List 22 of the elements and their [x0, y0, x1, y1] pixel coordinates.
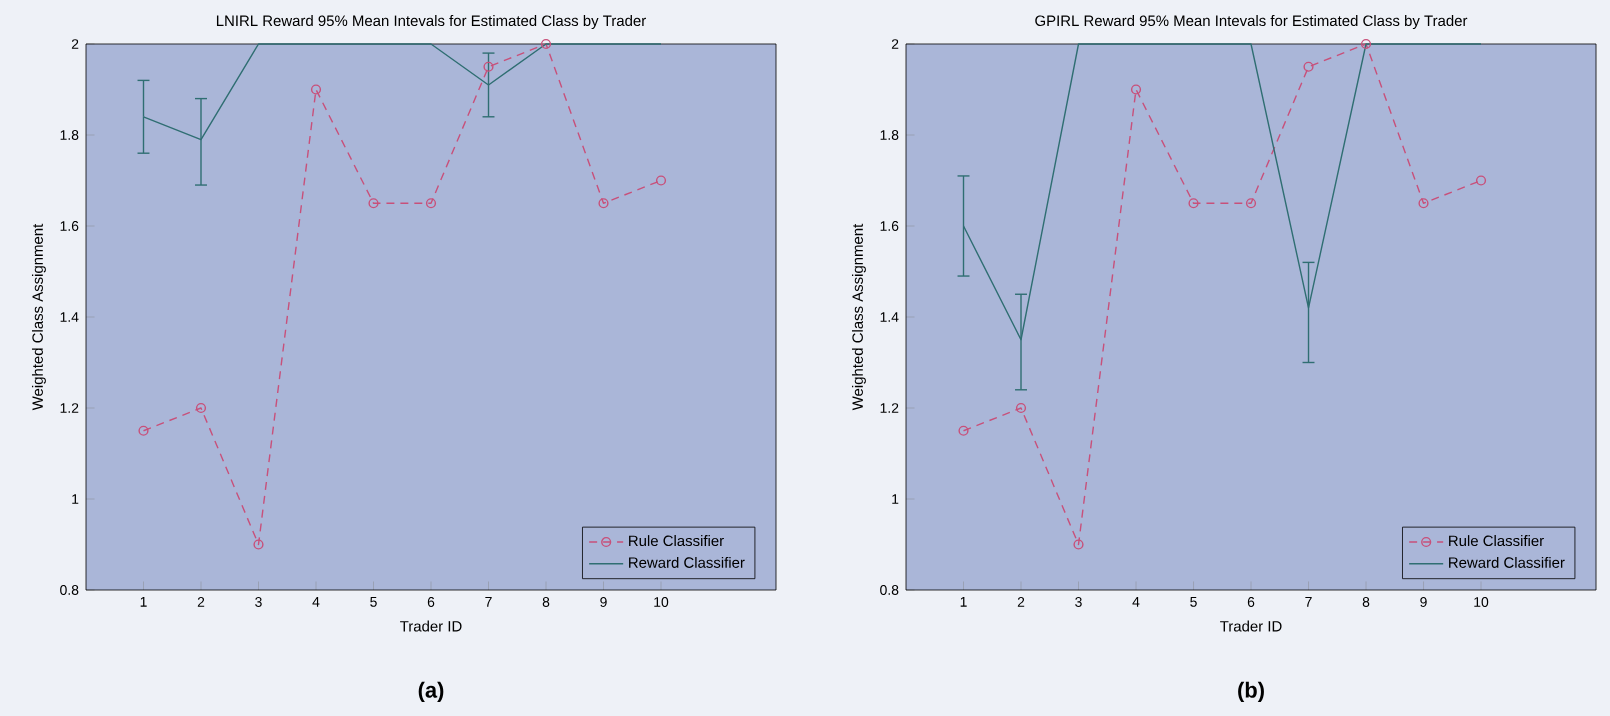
point [138, 425, 149, 436]
point [958, 425, 969, 436]
point [1475, 175, 1487, 186]
point [598, 198, 609, 209]
point [655, 175, 667, 186]
point [368, 198, 379, 209]
point [540, 38, 552, 50]
text: (b) [1238, 681, 1264, 703]
point [1360, 38, 1372, 50]
point [1130, 84, 1142, 95]
point [195, 402, 207, 414]
point [1188, 198, 1199, 209]
point [425, 198, 437, 209]
text: (a) [418, 681, 444, 703]
point [1245, 198, 1257, 209]
point [310, 84, 322, 95]
point [1303, 61, 1314, 72]
point [483, 61, 494, 72]
point [1015, 402, 1027, 414]
point [253, 539, 264, 550]
point [1073, 539, 1084, 550]
point [1418, 198, 1429, 209]
